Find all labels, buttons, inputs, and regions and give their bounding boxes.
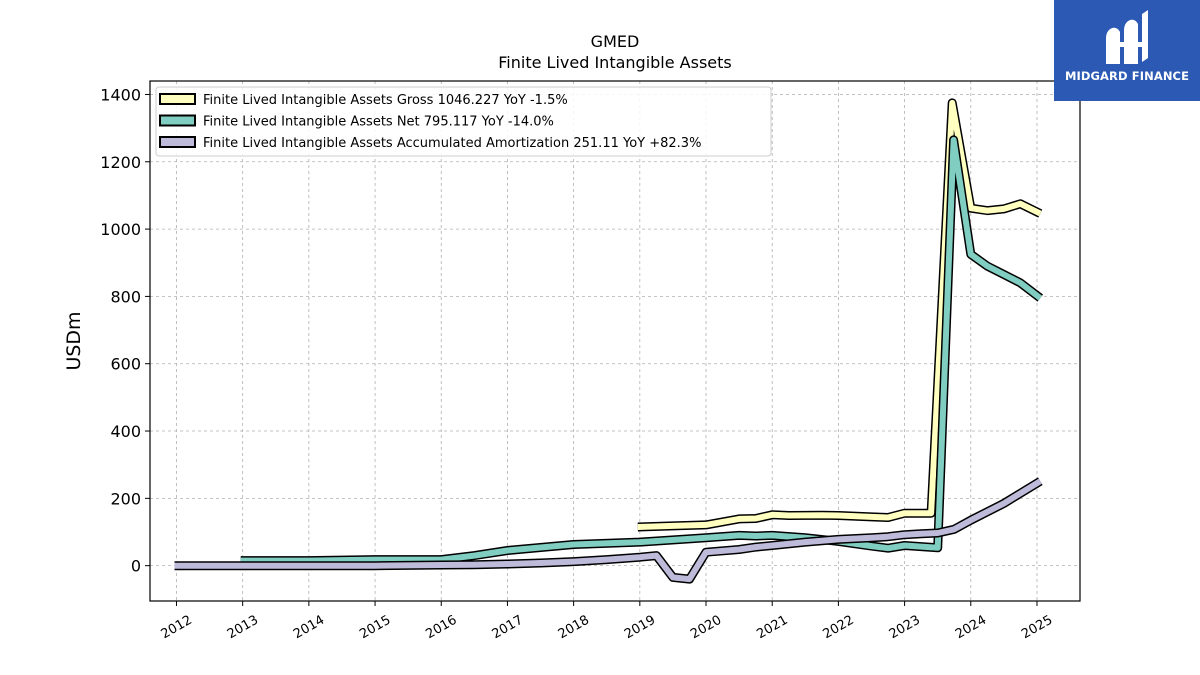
x-tick-label: 2013 (225, 613, 261, 643)
x-tick-label: 2025 (1019, 613, 1055, 643)
midgard-logo-icon (1106, 10, 1148, 65)
legend-swatch-1 (159, 93, 196, 105)
x-axis: 2012 2013 2014 2015 2016 2017 2018 2019 2020 2021… (159, 601, 1055, 643)
y-tick-label: 1200 (100, 153, 141, 172)
y-tick-label: 800 (110, 287, 141, 306)
x-tick-label: 2017 (490, 613, 526, 643)
legend-swatch-2 (159, 114, 196, 127)
chart-subtitle: Finite Lived Intangible Assets (498, 53, 731, 72)
x-tick-label: 2024 (953, 613, 989, 643)
y-tick-label: 600 (110, 355, 141, 374)
x-tick-label: 2012 (159, 613, 195, 643)
y-axis: 0 200 400 600 800 1000 1200 1400 (100, 85, 150, 576)
x-tick-label: 2022 (821, 613, 857, 643)
legend: Finite Lived Intangible Assets Gross 104… (155, 86, 772, 157)
y-axis-label: USDm (63, 311, 85, 370)
grid-lines (150, 81, 1080, 601)
x-tick-label: 2015 (357, 613, 393, 643)
x-tick-label: 2014 (291, 613, 327, 643)
x-tick-label: 2018 (556, 613, 592, 643)
logo-text: MIDGARD FINANCE (1064, 69, 1190, 83)
legend-label-3: Finite Lived Intangible Assets Accumulat… (203, 136, 701, 151)
legend-frame (155, 86, 772, 157)
y-tick-label: 1000 (100, 220, 141, 239)
series-line-1 (637, 99, 1042, 530)
y-tick-label: 200 (110, 489, 141, 508)
x-tick-label: 2021 (754, 613, 790, 643)
legend-label-1: Finite Lived Intangible Assets Gross 104… (203, 93, 568, 108)
y-tick-label: 0 (131, 557, 141, 576)
chart-title: GMED (591, 32, 640, 51)
y-tick-label: 1400 (100, 85, 141, 104)
plot-frame (149, 80, 1081, 602)
series-line-2 (240, 136, 1043, 564)
y-tick-label: 400 (110, 422, 141, 441)
x-tick-label: 2023 (887, 613, 923, 643)
series-line-3 (174, 478, 1042, 583)
midgard-finance-logo: MIDGARD FINANCE (1054, 0, 1200, 101)
legend-swatch-3 (159, 136, 196, 148)
series-lines (174, 98, 1044, 584)
legend-label-2: Finite Lived Intangible Assets Net 795.1… (203, 115, 554, 130)
x-tick-label: 2019 (622, 613, 658, 643)
x-tick-label: 2016 (423, 613, 459, 643)
x-tick-label: 2020 (688, 613, 724, 643)
